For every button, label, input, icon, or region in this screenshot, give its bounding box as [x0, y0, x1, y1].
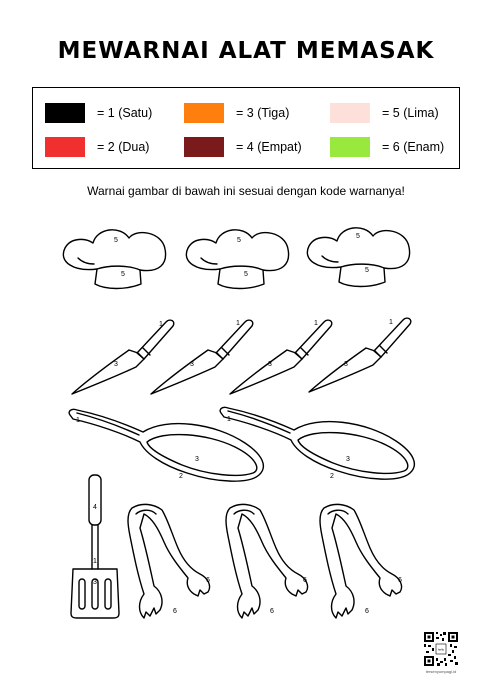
code-tongs-arm: 6: [270, 608, 274, 615]
tongs: [127, 503, 211, 619]
knife: [229, 319, 333, 395]
legend-item-2: = 2 (Dua): [45, 137, 149, 157]
code-pan-handle: 1: [227, 416, 231, 423]
legend-swatch-6: [330, 137, 370, 157]
legend-label-6: = 6 (Enam): [382, 140, 445, 154]
tongs: [319, 503, 403, 619]
code-tongs-arm: 6: [398, 577, 402, 584]
code-spatula-grip: 4: [93, 504, 97, 511]
code-knife-handle: 1: [236, 320, 240, 327]
legend-label-4: = 4 (Empat): [236, 140, 302, 154]
legend-swatch-2: [45, 137, 85, 157]
qr-caption: tersenyumpagi.id: [425, 669, 457, 674]
color-legend: = 1 (Satu) = 3 (Tiga) = 5 (Lima) = 2 (Du…: [32, 87, 460, 169]
tongs: [225, 503, 309, 619]
legend-item-1: = 1 (Satu): [45, 103, 152, 123]
legend-swatch-5: [330, 103, 370, 123]
legend-item-6: = 6 (Enam): [330, 137, 444, 157]
legend-item-4: = 4 (Empat): [184, 137, 302, 157]
knife: [71, 319, 175, 395]
code-hat-top: 5: [114, 237, 118, 244]
legend-swatch-4: [184, 137, 224, 157]
code-pan-handle: 1: [76, 417, 80, 424]
legend-swatch-1: [45, 103, 85, 123]
code-knife-handle: 1: [389, 319, 393, 326]
legend-label-2: = 2 (Dua): [97, 140, 150, 154]
knife: [150, 319, 254, 395]
code-knife-handle: 1: [159, 321, 163, 328]
code-hat-band: 5: [121, 271, 125, 278]
code-pan-rim: 2: [179, 473, 183, 480]
code-knife-blade: 3: [344, 361, 348, 368]
code-tongs-arm: 6: [206, 577, 210, 584]
legend-swatch-3: [184, 103, 224, 123]
legend-item-3: = 3 (Tiga): [184, 103, 289, 123]
code-tongs-arm: 6: [365, 608, 369, 615]
code-hat-band: 5: [365, 267, 369, 274]
code-pan-rim: 2: [330, 473, 334, 480]
knife: [308, 317, 412, 393]
qr-logo-text: hello: [438, 648, 445, 652]
legend-item-5: = 5 (Lima): [330, 103, 439, 123]
spatula: [70, 474, 120, 619]
legend-label-5: = 5 (Lima): [382, 106, 439, 120]
frying-pan: [219, 406, 416, 480]
code-pan-inner: 3: [346, 456, 350, 463]
code-knife-handle: 1: [314, 320, 318, 327]
legend-label-3: = 3 (Tiga): [236, 106, 290, 120]
legend-label-1: = 1 (Satu): [97, 106, 153, 120]
page-title: MEWARNAI ALAT MEMASAK: [57, 38, 435, 64]
code-knife-blade: 3: [190, 361, 194, 368]
code-knife-blade: 3: [114, 361, 118, 368]
qr-code-icon: hello: [424, 632, 458, 666]
code-hat-band: 5: [244, 271, 248, 278]
code-tongs-arm: 6: [303, 577, 307, 584]
instruction-text: Warnai gambar di bawah ini sesuai dengan…: [87, 184, 405, 198]
code-hat-top: 5: [356, 233, 360, 240]
code-hat-top: 5: [237, 237, 241, 244]
code-knife-blade: 3: [268, 361, 272, 368]
code-spatula-neck: 1: [93, 558, 97, 565]
code-pan-inner: 3: [195, 456, 199, 463]
code-spatula-head: 3: [93, 579, 97, 586]
code-tongs-arm: 6: [173, 608, 177, 615]
